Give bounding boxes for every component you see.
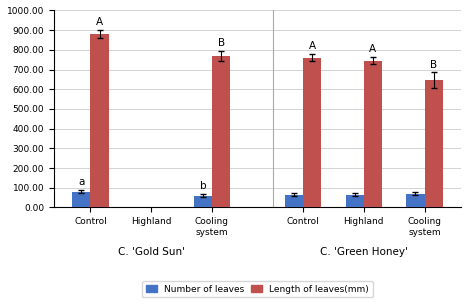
Bar	[194, 196, 212, 207]
Text: A: A	[309, 41, 316, 51]
Bar	[424, 80, 443, 207]
Bar	[72, 192, 90, 207]
Text: B: B	[218, 38, 225, 48]
Text: C. 'Green Honey': C. 'Green Honey'	[320, 247, 408, 257]
Bar	[346, 195, 364, 207]
Bar	[212, 56, 230, 207]
Text: b: b	[199, 181, 206, 191]
Text: A: A	[96, 17, 103, 27]
Bar	[90, 34, 109, 207]
Bar	[364, 61, 382, 207]
Text: a: a	[78, 177, 85, 187]
Bar	[303, 58, 322, 207]
Text: A: A	[369, 44, 377, 54]
Legend: Number of leaves, Length of leaves(mm): Number of leaves, Length of leaves(mm)	[142, 281, 373, 297]
Bar	[285, 195, 303, 207]
Text: C. 'Gold Sun': C. 'Gold Sun'	[118, 247, 185, 257]
Bar	[406, 194, 424, 207]
Text: B: B	[430, 59, 437, 70]
